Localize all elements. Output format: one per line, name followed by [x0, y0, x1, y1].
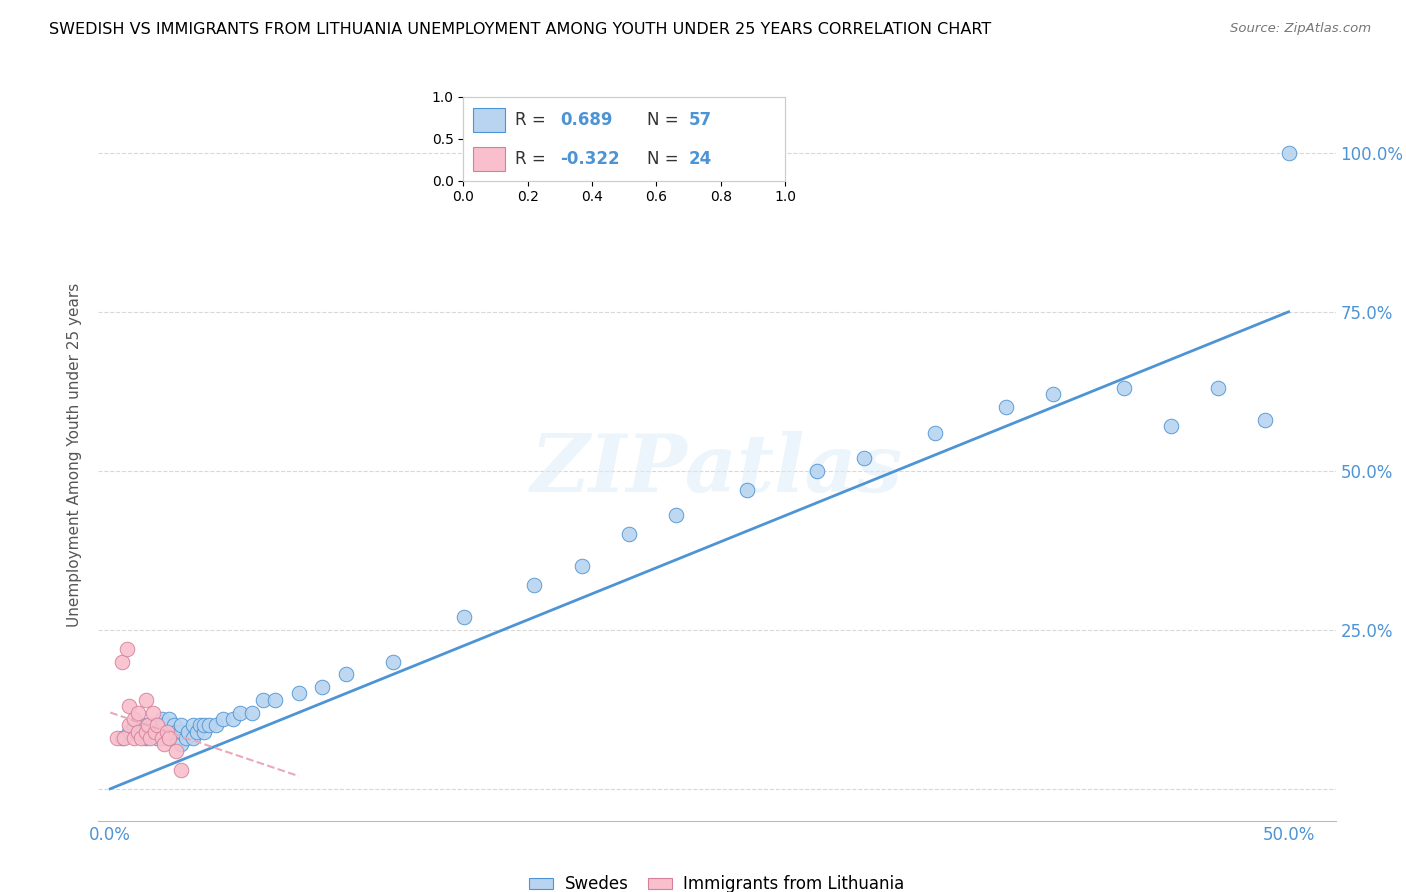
Point: [240, 706, 263, 720]
Point: [139, 731, 162, 745]
Point: [311, 680, 333, 694]
Point: [135, 693, 157, 707]
Point: [335, 667, 357, 681]
Point: [118, 699, 141, 714]
Point: [157, 731, 180, 745]
Point: [264, 693, 287, 707]
Point: [156, 724, 179, 739]
Point: [229, 706, 252, 720]
Point: [181, 718, 204, 732]
Point: [143, 724, 166, 739]
Point: [135, 718, 157, 732]
Point: [198, 718, 221, 732]
Point: [853, 451, 876, 466]
Point: [212, 712, 235, 726]
Point: [165, 744, 187, 758]
Point: [150, 731, 173, 745]
Point: [157, 731, 180, 745]
Point: [150, 712, 173, 726]
Point: [157, 724, 180, 739]
Point: [1254, 413, 1277, 427]
Point: [193, 724, 215, 739]
Point: [122, 718, 145, 732]
Point: [170, 718, 193, 732]
Point: [127, 706, 149, 720]
Point: [170, 737, 193, 751]
Point: [142, 724, 165, 739]
Point: [806, 464, 828, 478]
Point: [129, 731, 152, 745]
Point: [122, 731, 145, 745]
Point: [617, 527, 640, 541]
Point: [127, 724, 149, 739]
Point: [118, 724, 141, 739]
Point: [174, 731, 197, 745]
Point: [453, 610, 475, 624]
Legend: Swedes, Immigrants from Lithuania: Swedes, Immigrants from Lithuania: [523, 869, 911, 892]
Point: [112, 731, 135, 745]
Point: [287, 686, 309, 700]
Point: [136, 718, 159, 732]
Point: [135, 731, 157, 745]
Point: [665, 508, 688, 523]
Y-axis label: Unemployment Among Youth under 25 years: Unemployment Among Youth under 25 years: [67, 283, 83, 627]
Point: [1112, 381, 1135, 395]
Point: [150, 724, 173, 739]
Point: [1277, 145, 1299, 160]
Point: [105, 731, 128, 745]
Point: [153, 718, 176, 732]
Point: [146, 718, 169, 732]
Point: [122, 712, 145, 726]
Point: [205, 718, 228, 732]
Point: [1042, 387, 1064, 401]
Point: [994, 401, 1017, 415]
Point: [111, 731, 134, 745]
Point: [523, 578, 546, 592]
Point: [111, 655, 134, 669]
Point: [146, 718, 169, 732]
Point: [186, 724, 208, 739]
Point: [188, 718, 211, 732]
Point: [571, 559, 593, 574]
Text: ZIPatlas: ZIPatlas: [531, 431, 903, 508]
Point: [127, 724, 149, 739]
Text: SWEDISH VS IMMIGRANTS FROM LITHUANIA UNEMPLOYMENT AMONG YOUTH UNDER 25 YEARS COR: SWEDISH VS IMMIGRANTS FROM LITHUANIA UNE…: [49, 22, 991, 37]
Point: [115, 641, 138, 656]
Point: [735, 483, 758, 497]
Point: [252, 693, 274, 707]
Point: [146, 731, 169, 745]
Point: [177, 724, 200, 739]
Point: [165, 724, 187, 739]
Point: [135, 724, 157, 739]
Point: [181, 731, 204, 745]
Point: [222, 712, 245, 726]
Point: [118, 718, 141, 732]
Point: [170, 763, 193, 777]
Point: [153, 737, 176, 751]
Text: Source: ZipAtlas.com: Source: ZipAtlas.com: [1230, 22, 1371, 36]
Point: [924, 425, 946, 440]
Point: [142, 718, 165, 732]
Point: [157, 712, 180, 726]
Point: [163, 718, 186, 732]
Point: [193, 718, 215, 732]
Point: [382, 655, 405, 669]
Point: [170, 724, 193, 739]
Point: [142, 706, 165, 720]
Point: [1206, 381, 1229, 395]
Point: [1160, 419, 1182, 434]
